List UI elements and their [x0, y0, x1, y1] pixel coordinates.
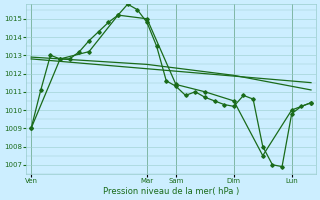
X-axis label: Pression niveau de la mer( hPa ): Pression niveau de la mer( hPa )	[103, 187, 239, 196]
